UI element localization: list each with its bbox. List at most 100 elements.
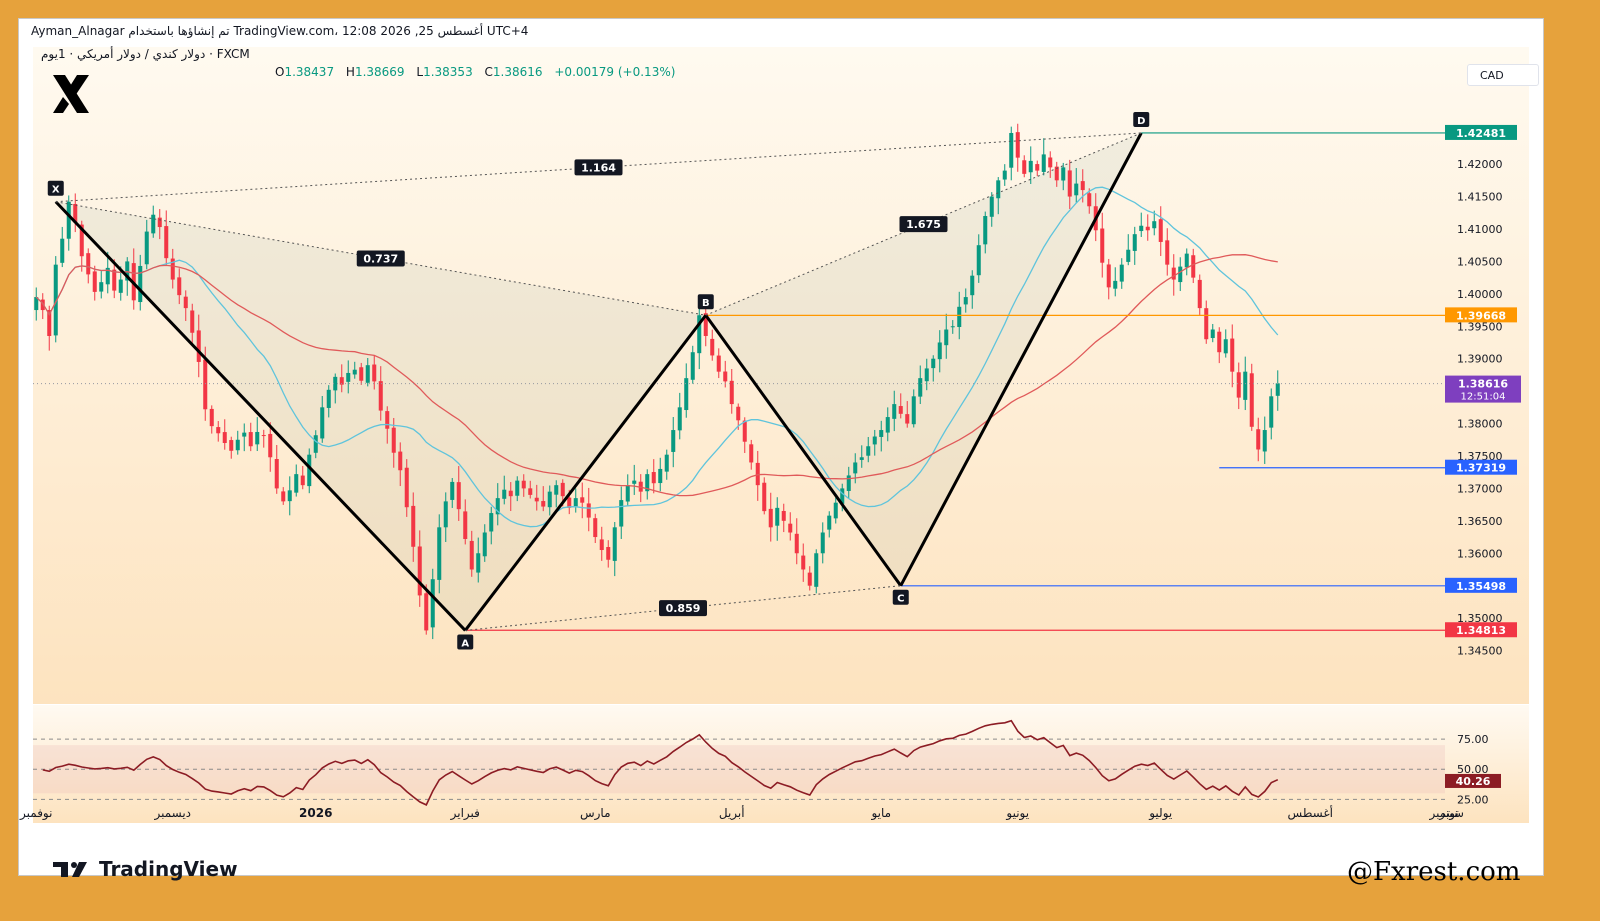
candle-body: [1223, 339, 1228, 354]
candle-body: [677, 407, 682, 431]
candle-body: [489, 513, 494, 532]
candle-body: [1067, 170, 1072, 197]
price-axis-tick: 1.41500: [1457, 191, 1503, 204]
candle-body: [1119, 264, 1124, 282]
candle-body: [287, 490, 292, 502]
candle-body: [690, 352, 695, 380]
candle-body: [1139, 225, 1144, 232]
candle-body: [970, 275, 975, 296]
rsi-value-tag: [1445, 773, 1501, 788]
candle-body: [333, 376, 338, 391]
candle-body: [216, 427, 221, 434]
pattern-point-box: [47, 180, 64, 196]
candle-body: [443, 501, 448, 528]
candle-body: [1243, 371, 1248, 400]
candle-body: [645, 474, 650, 492]
candle-body: [840, 488, 845, 504]
candle-body: [911, 396, 916, 425]
candle-body: [931, 358, 936, 369]
ohlc-close: 1.38616: [492, 65, 543, 79]
symbol-title[interactable]: دولار كندي / دولار أمريكي · 1يوم · FXCM: [41, 47, 250, 61]
candle-body: [281, 491, 286, 502]
candle-body: [1015, 132, 1020, 158]
candle-body: [684, 378, 689, 411]
candle-body: [398, 451, 403, 471]
candle-body: [723, 371, 728, 382]
candle-body: [924, 368, 929, 382]
candle-body: [79, 224, 84, 257]
candle-body: [463, 511, 468, 539]
candle-body: [1171, 267, 1176, 280]
pattern-point-label: C: [897, 594, 904, 605]
chart-canvas[interactable]: 1.164 0.737 1.675 0.859 X A B C D 1.42000 1.41500…: [19, 19, 1543, 875]
candle-body: [1210, 329, 1215, 339]
candle-body: [430, 579, 435, 628]
candle-body: [157, 217, 162, 228]
candle-body: [404, 467, 409, 508]
ratio-label: 1.164: [581, 161, 616, 174]
candle-body: [268, 433, 273, 458]
candle-body: [1022, 160, 1027, 174]
time-axis-tick: توبر: [1438, 806, 1459, 821]
candle-body: [1061, 167, 1066, 181]
currency-selector[interactable]: CAD: [1467, 64, 1539, 86]
candle-body: [593, 518, 598, 538]
candle-body: [229, 440, 234, 451]
candle-body: [495, 498, 500, 515]
candle-body: [196, 330, 201, 362]
price-level-value: 1.37319: [1456, 462, 1506, 475]
candle-body: [144, 231, 149, 265]
candle-body: [560, 482, 565, 497]
candle-body: [248, 432, 253, 447]
candle-body: [521, 480, 526, 489]
candle-body: [502, 489, 507, 499]
candle-body: [892, 404, 897, 419]
candle-body: [1028, 160, 1033, 173]
time-axis-tick: سبتمبر: [1429, 806, 1464, 821]
candle-body: [1126, 249, 1131, 262]
candle-body: [1132, 234, 1137, 251]
candle-body: [339, 377, 344, 385]
author-line: Ayman_Alnagar تم إنشاؤها باستخدام Tradin…: [31, 24, 529, 38]
candle-body: [1100, 228, 1105, 263]
candle-body: [944, 329, 949, 346]
candle-body: [554, 485, 559, 495]
time-axis-tick: ديسمبر: [153, 806, 191, 821]
candle-body: [424, 593, 429, 631]
ratio-label: 1.675: [906, 218, 941, 231]
price-axis-tick: 1.35000: [1457, 612, 1503, 625]
candle-body: [547, 491, 552, 508]
candle-body: [989, 196, 994, 217]
candle-body: [450, 481, 455, 500]
candle-body: [183, 296, 188, 309]
candle-body: [365, 365, 370, 383]
candle-body: [957, 306, 962, 328]
rsi-axis-tick: 25.00: [1457, 793, 1489, 806]
candle-body: [762, 482, 767, 512]
ohlc-open: 1.38437: [284, 65, 335, 79]
candle-body: [1035, 164, 1040, 171]
current-price-value: 1.38616: [1458, 378, 1508, 391]
candle-body: [1275, 383, 1280, 396]
candle-body: [86, 253, 91, 275]
price-axis-tick: 1.37000: [1457, 482, 1503, 495]
current-price-tag: [1445, 375, 1521, 403]
candle-body: [742, 420, 747, 442]
candle-body: [1113, 280, 1118, 289]
candle-body: [411, 505, 416, 547]
time-axis-tick: مارس: [580, 806, 611, 821]
candle-body: [177, 277, 182, 296]
time-axis-tick: مايو: [870, 806, 891, 821]
candle-body: [1152, 221, 1157, 229]
candle-body: [534, 497, 539, 502]
candle-body: [326, 389, 331, 408]
candle-body: [632, 480, 637, 484]
candle-body: [541, 501, 546, 507]
ratio-label-box: [574, 159, 623, 176]
time-axis-tick: يونيو: [1005, 806, 1029, 821]
candle-body: [580, 497, 585, 503]
candle-body: [391, 427, 396, 453]
time-axis-tick: 2026: [299, 806, 332, 820]
candle-body: [983, 216, 988, 245]
price-axis-tick: 1.40500: [1457, 255, 1503, 268]
